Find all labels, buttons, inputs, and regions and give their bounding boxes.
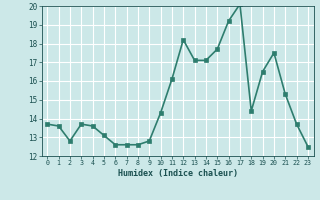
X-axis label: Humidex (Indice chaleur): Humidex (Indice chaleur) — [118, 169, 237, 178]
